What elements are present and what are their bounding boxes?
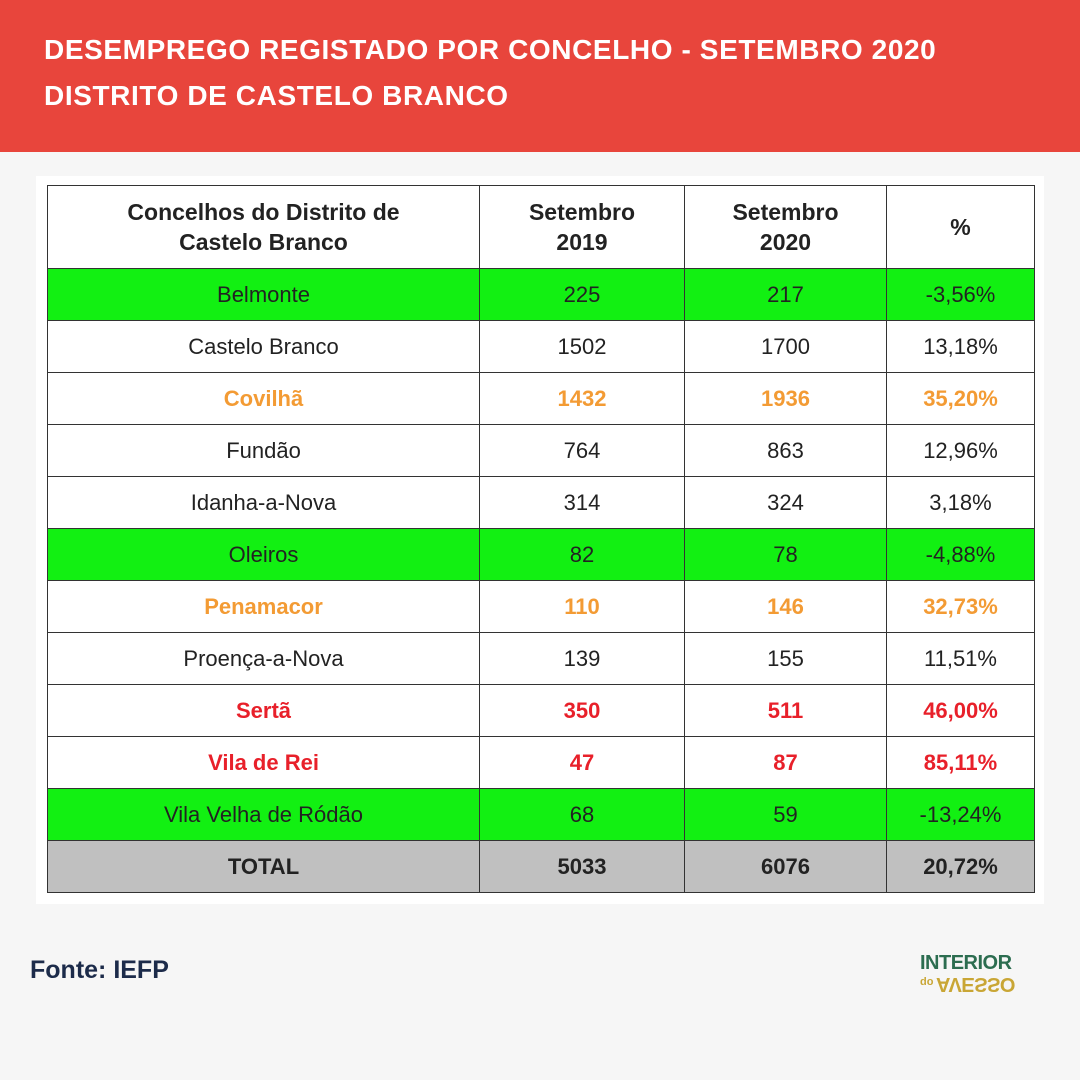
table-cell: 1502 [479, 320, 685, 373]
table-cell: 5033 [479, 840, 685, 893]
table-cell: 1700 [684, 320, 887, 373]
table-cell: 46,00% [886, 684, 1035, 737]
table-row: Castelo Branco 1502 1700 13,18% [47, 320, 1035, 373]
logo-text: INTERIOR [920, 952, 1012, 974]
table-cell: Idanha-a-Nova [47, 476, 480, 529]
table-row: Penamacor 110 146 32,73% [47, 580, 1035, 633]
table-cell: 32,73% [886, 580, 1035, 633]
table-cell: 82 [479, 528, 685, 581]
header: DESEMPREGO REGISTADO POR CONCELHO - SETE… [0, 0, 1080, 152]
table-row: Fundão 764 863 12,96% [47, 424, 1035, 477]
column-header: Setembro 2020 [684, 185, 887, 269]
table-cell: 13,18% [886, 320, 1035, 373]
table-cell: 764 [479, 424, 685, 477]
table-cell: 78 [684, 528, 887, 581]
table-cell: 225 [479, 268, 685, 321]
table-cell: Sertã [47, 684, 480, 737]
table-cell: Vila Velha de Ródão [47, 788, 480, 841]
title-line: DESEMPREGO REGISTADO POR CONCELHO - SETE… [44, 34, 937, 65]
table-row: TOTAL 5033 6076 20,72% [47, 840, 1035, 893]
table-cell: Proença-a-Nova [47, 632, 480, 685]
column-header: Setembro 2019 [479, 185, 685, 269]
table-cell: TOTAL [47, 840, 480, 893]
table-cell: -4,88% [886, 528, 1035, 581]
table-cell: 155 [684, 632, 887, 685]
table-cell: 6076 [684, 840, 887, 893]
table-cell: 87 [684, 736, 887, 789]
table-cell: Oleiros [47, 528, 480, 581]
table-row: Belmonte 225 217 -3,56% [47, 268, 1035, 321]
table-cell: 12,96% [886, 424, 1035, 477]
table-cell: 217 [684, 268, 887, 321]
table-cell: -3,56% [886, 268, 1035, 321]
table-cell: 350 [479, 684, 685, 737]
table: Concelhos do Distrito de Castelo Branco Se… [47, 185, 1035, 893]
table-cell: Belmonte [47, 268, 480, 321]
table-card: Concelhos do Distrito de Castelo Branco Se… [36, 176, 1044, 904]
column-header: % [886, 185, 1035, 269]
logo: INTERIOR do AVESSO [920, 952, 1030, 998]
table-cell: 47 [479, 736, 685, 789]
table-cell: Fundão [47, 424, 480, 477]
table-row: Covilhã 1432 1936 35,20% [47, 372, 1035, 425]
title-line: DISTRITO DE CASTELO BRANCO [44, 80, 509, 111]
table-cell: 314 [479, 476, 685, 529]
table-cell: 20,72% [886, 840, 1035, 893]
table-cell: 1936 [684, 372, 887, 425]
table-cell: 139 [479, 632, 685, 685]
table-row: Proença-a-Nova 139 155 11,51% [47, 632, 1035, 685]
table-row: Sertã 350 511 46,00% [47, 684, 1035, 737]
logo-text: do [920, 976, 934, 988]
table-cell: 85,11% [886, 736, 1035, 789]
table-cell: Covilhã [47, 372, 480, 425]
table-cell: 863 [684, 424, 887, 477]
table-cell: 35,20% [886, 372, 1035, 425]
table-cell: Penamacor [47, 580, 480, 633]
logo-text: AVESSO [936, 973, 1015, 995]
table-cell: -13,24% [886, 788, 1035, 841]
table-row: Oleiros 82 78 -4,88% [47, 528, 1035, 581]
table-cell: 324 [684, 476, 887, 529]
table-row: Vila de Rei 47 87 85,11% [47, 736, 1035, 789]
source: Fonte: IEFP [30, 956, 169, 984]
table-cell: 59 [684, 788, 887, 841]
column-header: Concelhos do Distrito de Castelo Branco [47, 185, 480, 269]
table-cell: 146 [684, 580, 887, 633]
table-cell: Vila de Rei [47, 736, 480, 789]
table-cell: 110 [479, 580, 685, 633]
table-cell: Castelo Branco [47, 320, 480, 373]
table-cell: 1432 [479, 372, 685, 425]
table-cell: 511 [684, 684, 887, 737]
table-cell: 11,51% [886, 632, 1035, 685]
table-cell: 68 [479, 788, 685, 841]
table-row: Idanha-a-Nova 314 324 3,18% [47, 476, 1035, 529]
table-row: Vila Velha de Ródão 68 59 -13,24% [47, 788, 1035, 841]
table-cell: 3,18% [886, 476, 1035, 529]
